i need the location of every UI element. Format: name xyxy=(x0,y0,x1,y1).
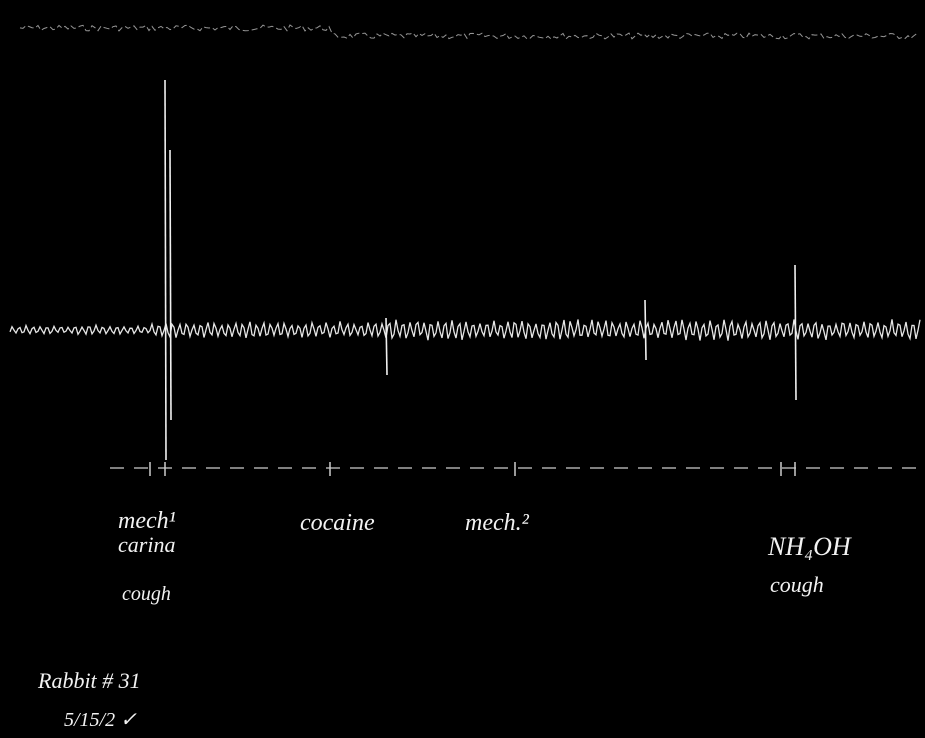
spike xyxy=(164,79,167,461)
annotation: mech¹ xyxy=(118,508,176,534)
annotation: cough xyxy=(770,572,824,597)
annotation: cocaine xyxy=(300,510,375,536)
spike xyxy=(169,149,172,421)
spike xyxy=(644,299,647,361)
annotation: carina xyxy=(118,532,175,557)
annotation: 5/15/2 ✓ xyxy=(64,709,137,731)
annotation: NH₄OH xyxy=(767,532,852,561)
respiration-trace xyxy=(9,319,921,341)
top-trace xyxy=(19,24,918,40)
spike xyxy=(794,264,797,401)
annotation: mech.² xyxy=(465,510,530,536)
annotation: Rabbit # 31 xyxy=(37,668,141,693)
spike xyxy=(385,317,388,376)
annotation: cough xyxy=(122,583,171,605)
traces xyxy=(9,24,921,476)
